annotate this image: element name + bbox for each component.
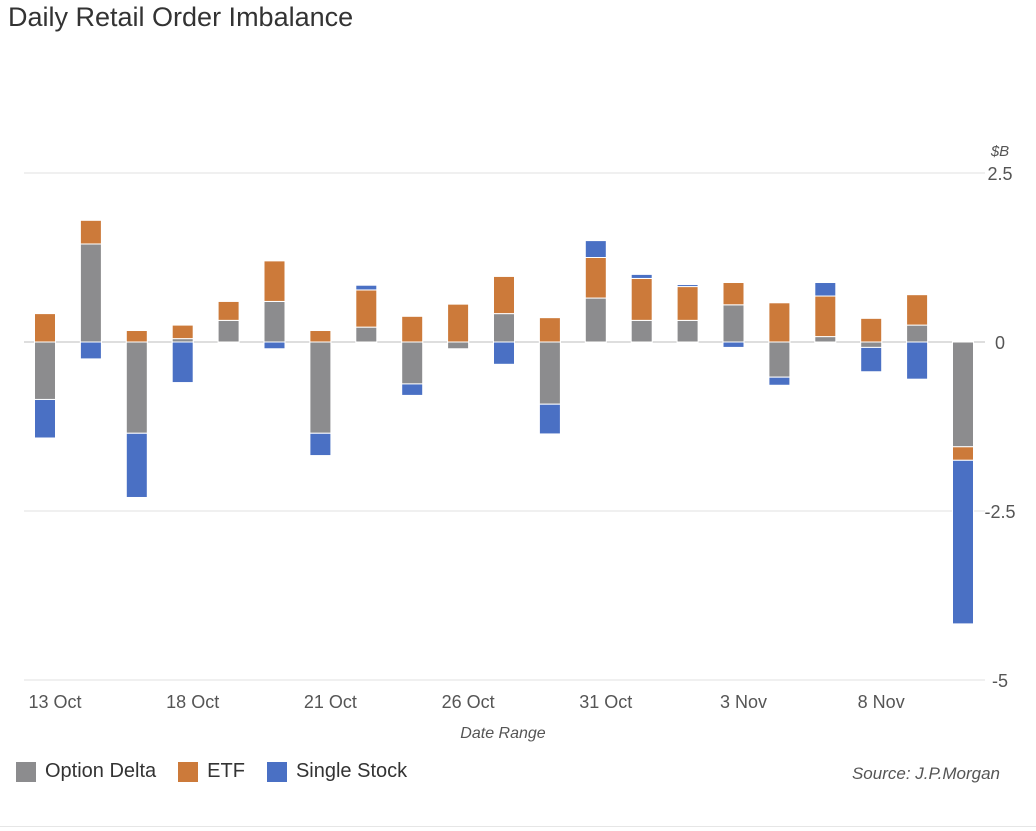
- bar-option-delta[interactable]: [355, 326, 378, 343]
- legend-item-option-delta[interactable]: Option Delta: [16, 760, 156, 783]
- bars: [34, 219, 974, 625]
- gridlines: [24, 172, 985, 681]
- bar-single-stock[interactable]: [401, 383, 424, 396]
- bar-option-delta[interactable]: [814, 336, 837, 343]
- bar-etf[interactable]: [906, 294, 929, 326]
- bar-option-delta[interactable]: [263, 300, 286, 343]
- bar-option-delta[interactable]: [768, 341, 791, 378]
- bar-single-stock[interactable]: [79, 341, 102, 360]
- bar-option-delta[interactable]: [906, 324, 929, 343]
- bar-option-delta[interactable]: [401, 341, 424, 385]
- bar-single-stock[interactable]: [952, 459, 974, 625]
- x-tick-label: 3 Nov: [720, 692, 767, 712]
- x-tick-label: 21 Oct: [304, 692, 357, 712]
- bar-single-stock[interactable]: [722, 341, 745, 348]
- bar-option-delta[interactable]: [676, 319, 699, 343]
- bar-etf[interactable]: [125, 330, 148, 343]
- bar-etf[interactable]: [538, 317, 561, 343]
- bar-etf[interactable]: [447, 303, 470, 343]
- bar-option-delta[interactable]: [79, 243, 102, 343]
- y-axis-ticks: 2.5 0 -2.5 -5: [984, 164, 1015, 691]
- bar-single-stock[interactable]: [814, 282, 837, 297]
- legend-item-single-stock[interactable]: Single Stock: [266, 760, 408, 783]
- bar-etf[interactable]: [34, 313, 56, 343]
- bar-single-stock[interactable]: [171, 341, 194, 384]
- legend-label: Option Delta: [45, 760, 157, 782]
- bar-option-delta[interactable]: [722, 304, 745, 343]
- legend-swatch: [178, 761, 199, 782]
- bar-etf[interactable]: [217, 300, 240, 321]
- bar-option-delta[interactable]: [309, 341, 332, 434]
- bar-etf[interactable]: [493, 275, 515, 315]
- bar-etf[interactable]: [676, 286, 699, 321]
- bar-etf[interactable]: [355, 289, 378, 328]
- legend-item-etf[interactable]: ETF: [178, 760, 245, 783]
- bar-single-stock[interactable]: [125, 432, 148, 498]
- bar-etf[interactable]: [171, 324, 194, 340]
- bar-etf[interactable]: [584, 257, 607, 299]
- bar-etf[interactable]: [79, 219, 102, 245]
- y-tick-label: 2.5: [987, 164, 1012, 184]
- bar-single-stock[interactable]: [584, 240, 607, 259]
- bar-single-stock[interactable]: [676, 284, 699, 288]
- y-unit-label: $B: [990, 143, 1009, 160]
- x-tick-label: 31 Oct: [579, 692, 632, 712]
- bar-option-delta[interactable]: [584, 297, 607, 343]
- bar-option-delta[interactable]: [493, 313, 515, 343]
- bar-single-stock[interactable]: [34, 398, 56, 439]
- chart-title: Daily Retail Order Imbalance: [8, 2, 354, 32]
- x-tick-label: 18 Oct: [166, 692, 219, 712]
- legend-swatch: [16, 761, 36, 782]
- bar-etf[interactable]: [722, 282, 745, 306]
- bar-option-delta[interactable]: [538, 341, 561, 405]
- bar-single-stock[interactable]: [493, 341, 515, 365]
- x-tick-label: 26 Oct: [442, 692, 495, 712]
- source-note: Source: J.P.Morgan: [851, 764, 1000, 783]
- bar-single-stock[interactable]: [538, 403, 561, 435]
- bar-option-delta[interactable]: [34, 341, 56, 400]
- chart-area: 2.5 0 -2.5 -5 13 Oct 18 Oct 21 Oct 26 Oct 31 Oc…: [24, 143, 1016, 742]
- bar-single-stock[interactable]: [906, 341, 929, 380]
- bar-option-delta[interactable]: [860, 341, 883, 348]
- legend: Option Delta ETF Single Stock: [16, 760, 429, 783]
- bar-option-delta[interactable]: [171, 338, 194, 343]
- x-axis-label: Date Range: [460, 725, 545, 742]
- y-tick-label: -5: [992, 671, 1008, 691]
- bar-single-stock[interactable]: [768, 376, 791, 386]
- divider: [0, 826, 1036, 827]
- bar-etf[interactable]: [860, 317, 883, 343]
- bar-etf[interactable]: [952, 446, 974, 461]
- bar-single-stock[interactable]: [263, 341, 286, 350]
- bar-option-delta[interactable]: [447, 341, 470, 350]
- bar-etf[interactable]: [401, 315, 424, 343]
- bar-option-delta[interactable]: [125, 341, 148, 434]
- bar-option-delta[interactable]: [217, 319, 240, 343]
- legend-label: Single Stock: [295, 760, 408, 782]
- legend-swatch: [266, 761, 287, 782]
- bar-single-stock[interactable]: [630, 273, 653, 279]
- bar-etf[interactable]: [263, 260, 286, 302]
- bar-etf[interactable]: [768, 302, 791, 343]
- bar-option-delta[interactable]: [952, 341, 974, 448]
- bar-etf[interactable]: [630, 277, 653, 321]
- bar-etf[interactable]: [309, 330, 332, 343]
- bar-single-stock[interactable]: [860, 346, 883, 373]
- bar-option-delta[interactable]: [630, 319, 653, 343]
- x-tick-label: 8 Nov: [858, 692, 905, 712]
- y-tick-label: -2.5: [984, 502, 1015, 522]
- x-tick-label: 13 Oct: [28, 692, 81, 712]
- legend-label: ETF: [207, 760, 245, 782]
- bar-etf[interactable]: [814, 295, 837, 338]
- y-tick-label: 0: [995, 333, 1005, 353]
- x-axis-ticks: 13 Oct 18 Oct 21 Oct 26 Oct 31 Oct 3 Nov 8 Nov: [28, 692, 904, 712]
- bar-single-stock[interactable]: [309, 432, 332, 457]
- bar-single-stock[interactable]: [355, 284, 378, 291]
